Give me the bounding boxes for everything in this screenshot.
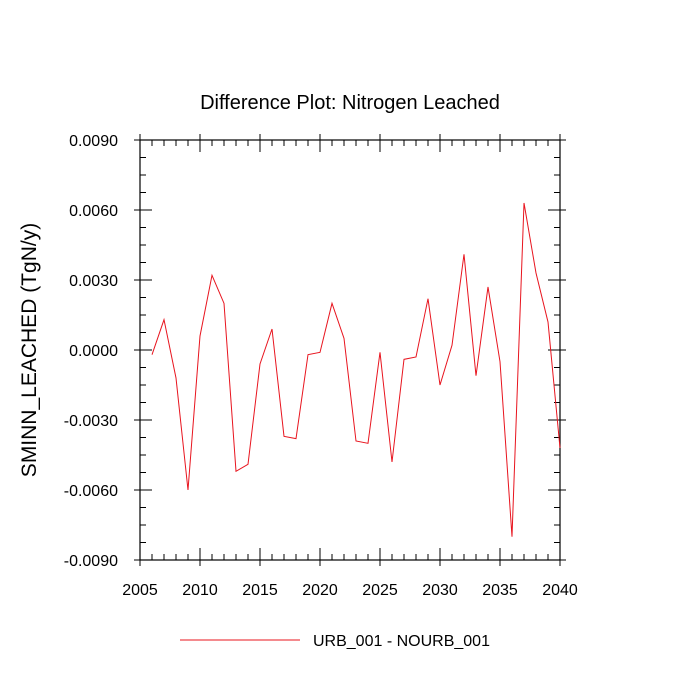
chart-title: Difference Plot: Nitrogen Leached [200,92,500,114]
y-tick-label: 0.0030 [69,273,118,290]
x-tick-label: 2015 [242,582,278,599]
plot-area-frame [139,139,561,561]
x-tick-label: 2040 [542,582,578,599]
y-tick-label: -0.0090 [64,553,118,570]
legend: URB_001 - NOURB_001 [180,633,490,650]
y-tick-label: 0.0060 [69,203,118,220]
y-tick-labels: -0.0090 -0.0060 -0.0030 0.0000 0.0030 0.0060 0… [64,133,118,570]
x-tick-label: 2005 [122,582,158,599]
x-tick-label: 2010 [182,582,218,599]
series-line [151,202,561,537]
y-axis-label: SMINN_LEACHED (TgN/y) [18,223,41,477]
y-tick-label: -0.0030 [64,413,118,430]
x-tick-label: 2020 [302,582,338,599]
x-tick-label: 2030 [422,582,458,599]
series-group [151,202,561,537]
x-tick-label: 2035 [482,582,518,599]
y-tick-label: 0.0000 [69,343,118,360]
legend-label: URB_001 - NOURB_001 [313,633,490,650]
y-tick-label: -0.0060 [64,483,118,500]
x-tick-labels: 2005 2010 2015 2020 2025 2030 2035 2040 [122,582,578,599]
x-tick-label: 2025 [362,582,398,599]
y-tick-label: 0.0090 [69,133,118,150]
tick-marks [134,134,566,566]
